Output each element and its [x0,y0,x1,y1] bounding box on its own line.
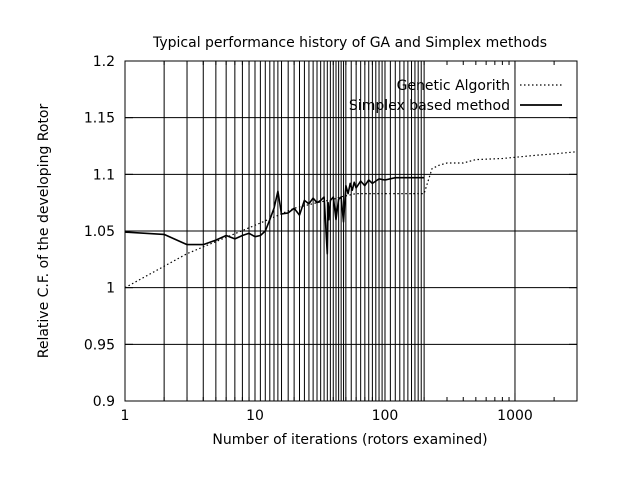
series-layer [124,151,578,289]
y-tick-label: 1.2 [93,54,115,70]
x-tick-label: 1 [121,408,130,424]
y-tick-label: 1.05 [84,224,115,240]
y-tick-label: 0.9 [93,394,115,410]
y-tick-label: 1.15 [84,111,115,127]
y-tick-label: 1 [106,281,115,297]
x-tick-label: 100 [372,408,399,424]
series-line-genetic-algorithm [124,151,578,289]
x-tick-label: 10 [246,408,264,424]
axis-ticks [124,60,578,402]
chart-title: Typical performance history of GA and Si… [152,35,547,51]
y-axis-title: Relative C.F. of the developing Rotor [36,103,52,358]
x-tick-label: 1000 [497,408,533,424]
legend: Genetic Algorith Simplex based method [349,78,562,114]
y-tick-label: 0.95 [84,337,115,353]
legend-label-simplex: Simplex based method [349,98,510,114]
tick-labels: 0.9 0.95 1 1.05 1.1 1.15 1.2 1 10 100 1000 [84,54,533,424]
legend-label-genetic-algorithm: Genetic Algorith [397,78,510,94]
series-line-simplex [124,176,425,255]
y-tick-label: 1.1 [93,167,115,183]
x-axis-title: Number of iterations (rotors examined) [212,432,487,448]
